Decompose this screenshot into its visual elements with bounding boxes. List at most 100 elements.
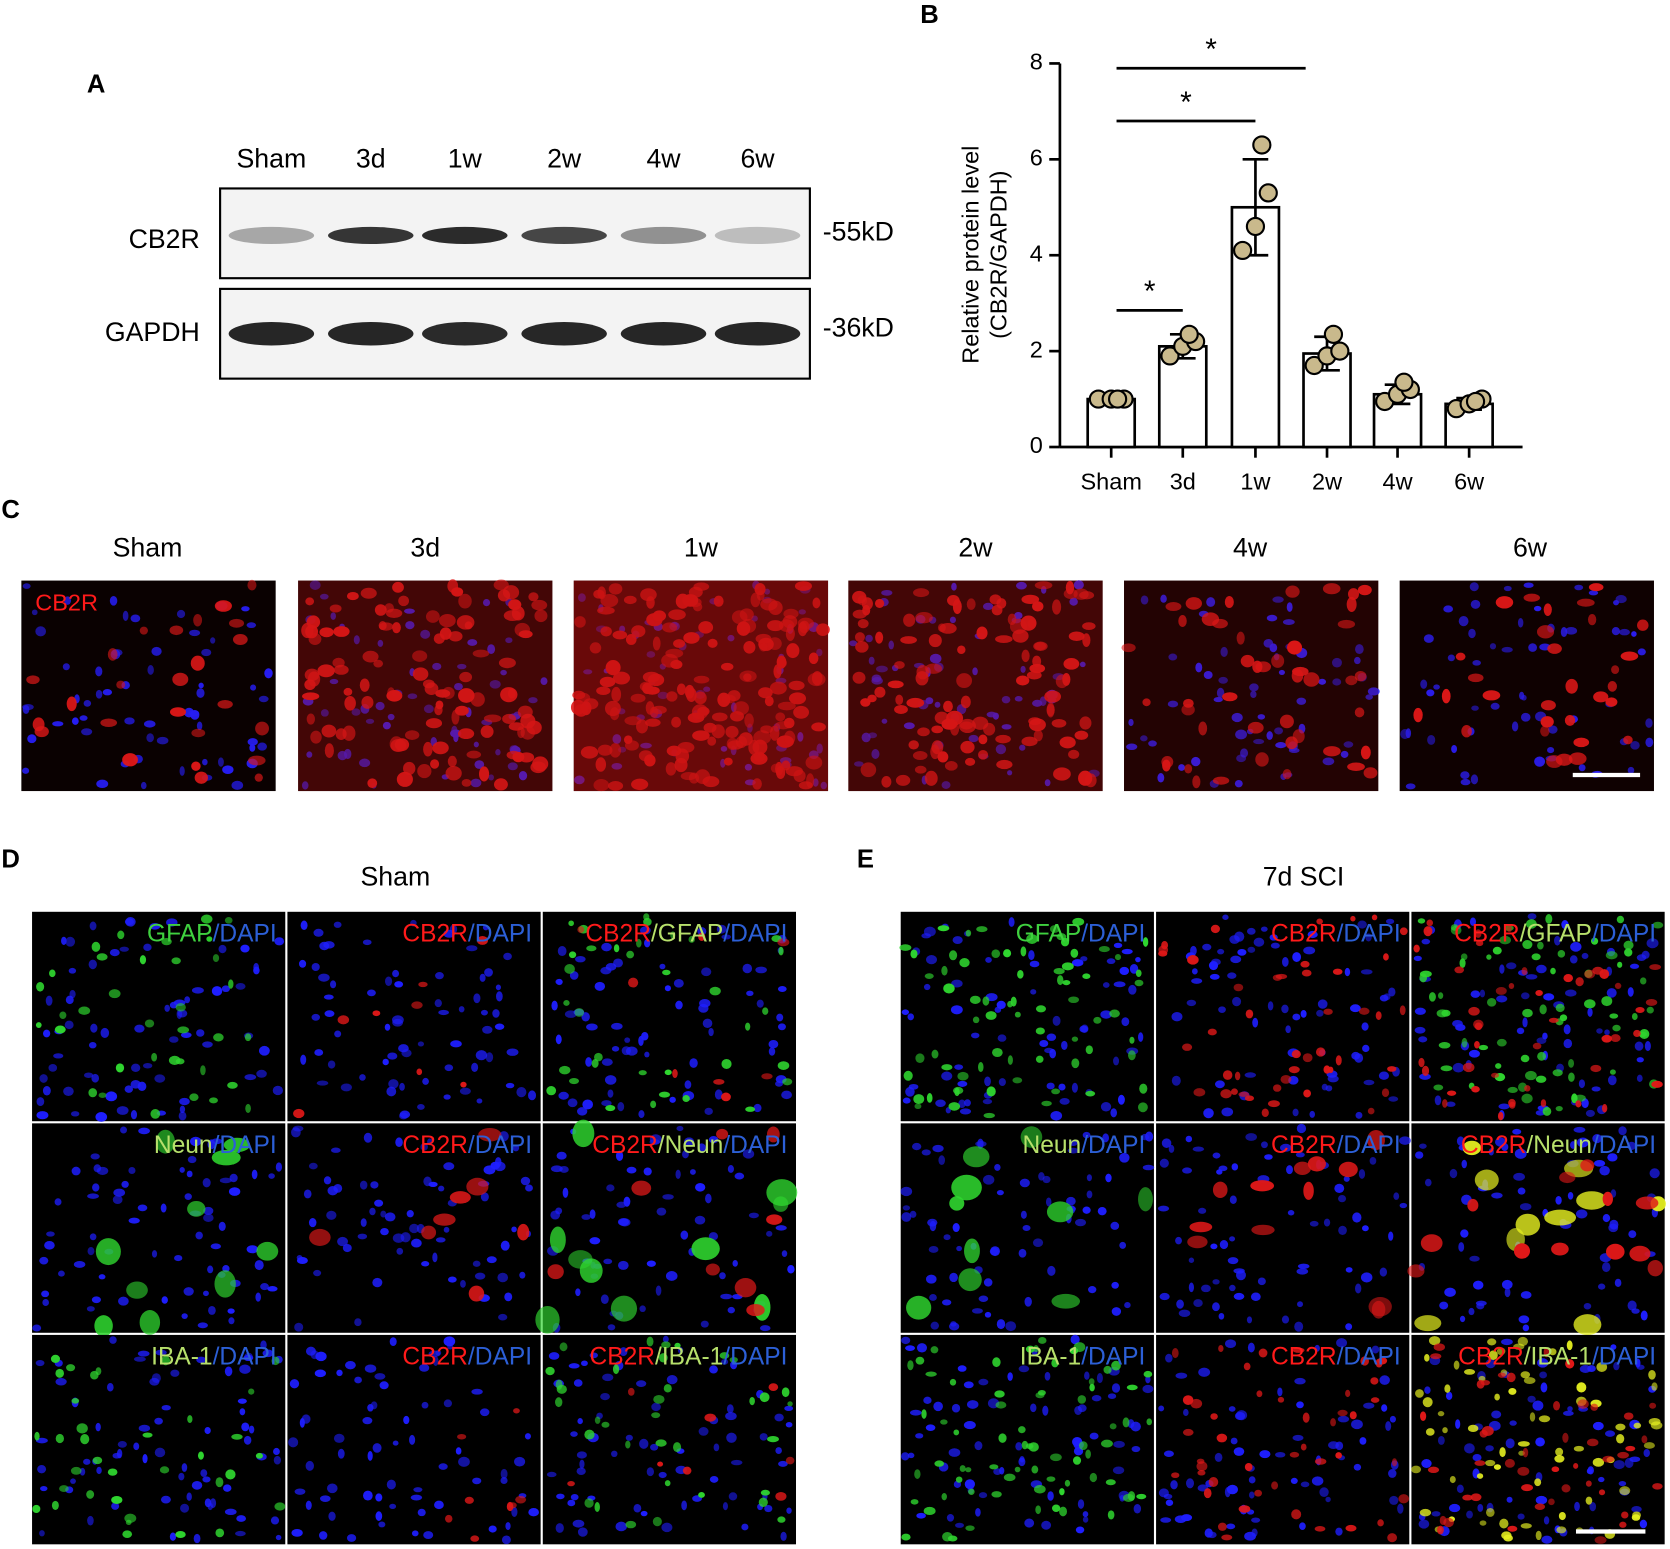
cell bbox=[1568, 752, 1587, 765]
green-cell bbox=[758, 1497, 768, 1507]
red-cell bbox=[1272, 974, 1283, 981]
nucleus bbox=[1592, 1421, 1604, 1431]
red-cell bbox=[1171, 1472, 1180, 1479]
green-cell bbox=[213, 1033, 224, 1042]
red-cell bbox=[1497, 1372, 1506, 1378]
nucleus bbox=[43, 1029, 51, 1038]
nucleus bbox=[363, 1490, 373, 1501]
cell bbox=[976, 626, 988, 640]
red-cell bbox=[1222, 1070, 1233, 1080]
nucleus bbox=[519, 1271, 526, 1279]
nucleus bbox=[1261, 1141, 1268, 1149]
green-cell bbox=[1612, 1024, 1621, 1032]
label-part: CB2R bbox=[590, 1344, 656, 1371]
green-cell bbox=[227, 1081, 238, 1089]
nucleus bbox=[1282, 956, 1289, 967]
nucleus bbox=[1338, 1194, 1347, 1203]
micrograph bbox=[542, 911, 797, 1122]
nucleus bbox=[948, 1448, 961, 1457]
green-cell bbox=[977, 1062, 984, 1073]
cell bbox=[506, 750, 521, 760]
nucleus bbox=[1389, 1415, 1396, 1423]
nucleus bbox=[1573, 1126, 1586, 1133]
nucleus bbox=[218, 1221, 226, 1232]
nucleus bbox=[346, 1534, 357, 1542]
green-cell bbox=[568, 951, 577, 959]
nucleus bbox=[89, 1233, 97, 1241]
nucleus bbox=[1578, 764, 1586, 772]
cell-label: CB2R/DAPI bbox=[1271, 1132, 1401, 1159]
cell bbox=[959, 721, 974, 730]
cell bbox=[217, 699, 233, 709]
cell-label: Neun/DAPI bbox=[154, 1132, 277, 1159]
nucleus bbox=[337, 1236, 348, 1247]
cell bbox=[502, 585, 520, 600]
green-cell bbox=[1415, 1389, 1424, 1398]
green-cell bbox=[1105, 1479, 1116, 1486]
nucleus bbox=[958, 1099, 966, 1109]
nucleus bbox=[496, 991, 503, 1002]
green-cell bbox=[972, 1016, 980, 1024]
nucleus bbox=[180, 1032, 192, 1038]
red-cell bbox=[1532, 1042, 1542, 1050]
nucleus bbox=[87, 1515, 94, 1526]
nucleus bbox=[984, 1076, 991, 1087]
nucleus bbox=[730, 1459, 743, 1466]
green-cell bbox=[1035, 1027, 1045, 1035]
nucleus bbox=[699, 999, 711, 1008]
nucleus bbox=[395, 1137, 403, 1148]
nucleus bbox=[935, 1099, 946, 1108]
nucleus bbox=[1569, 955, 1578, 964]
nucleus bbox=[602, 1373, 614, 1382]
cell bbox=[344, 695, 356, 711]
nucleus bbox=[1019, 744, 1026, 751]
nucleus bbox=[256, 1069, 267, 1078]
nucleus bbox=[1543, 993, 1555, 1001]
cell bbox=[1074, 730, 1089, 740]
nucleus bbox=[105, 1091, 118, 1102]
green-cell bbox=[36, 981, 45, 992]
nucleus bbox=[702, 1018, 713, 1029]
green-cell bbox=[1417, 918, 1426, 924]
green-cell bbox=[949, 1196, 965, 1211]
nucleus bbox=[996, 1319, 1006, 1330]
nucleus bbox=[505, 1522, 511, 1531]
nucleus bbox=[555, 1207, 563, 1215]
green-cell bbox=[584, 1429, 595, 1440]
red-cell bbox=[1367, 1107, 1375, 1115]
green-cell bbox=[1619, 1486, 1631, 1496]
y-tick-label: 2 bbox=[1030, 336, 1043, 362]
nucleus bbox=[95, 666, 103, 677]
red-cell bbox=[1592, 966, 1604, 975]
nucleus bbox=[359, 1074, 366, 1081]
cell bbox=[1540, 716, 1554, 728]
nucleus bbox=[548, 1352, 560, 1360]
nucleus bbox=[174, 1255, 183, 1262]
cell bbox=[1546, 755, 1563, 768]
nucleus bbox=[1126, 743, 1138, 751]
nucleus bbox=[1277, 1387, 1283, 1397]
nucleus bbox=[189, 1136, 202, 1147]
cell bbox=[861, 597, 873, 610]
green-cell bbox=[59, 1485, 69, 1492]
nucleus bbox=[1131, 1445, 1141, 1453]
nucleus bbox=[955, 1522, 964, 1528]
green-cell bbox=[161, 938, 172, 946]
band bbox=[620, 322, 707, 346]
nucleus bbox=[1039, 1040, 1049, 1047]
red-cell bbox=[470, 1535, 480, 1542]
red-cell bbox=[1171, 1348, 1179, 1359]
nucleus bbox=[342, 1243, 352, 1253]
nucleus bbox=[1286, 602, 1293, 612]
nucleus bbox=[742, 963, 753, 974]
cell bbox=[1079, 716, 1092, 730]
nucleus bbox=[1593, 1160, 1606, 1167]
label-part: CB2R bbox=[592, 1132, 658, 1159]
green-cell bbox=[1088, 1378, 1095, 1386]
nucleus bbox=[1275, 1451, 1286, 1458]
green-cell bbox=[1566, 1340, 1573, 1351]
green-cell bbox=[546, 1086, 557, 1096]
green-cell bbox=[1428, 1336, 1441, 1346]
cell bbox=[333, 626, 350, 637]
nucleus bbox=[617, 1218, 629, 1226]
